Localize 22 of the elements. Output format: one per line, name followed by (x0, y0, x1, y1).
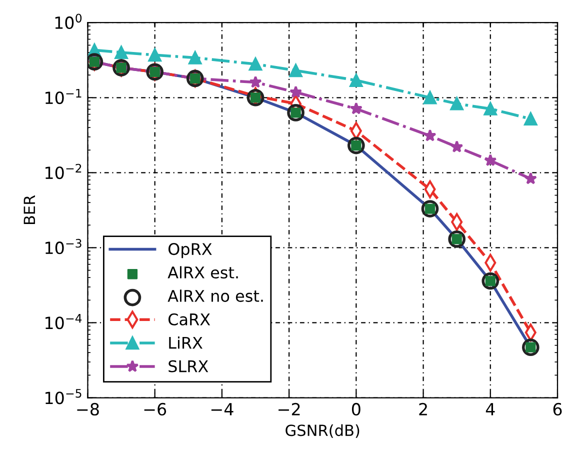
legend-label: OpRX (168, 243, 212, 258)
x-tick-label: −8 (77, 402, 99, 416)
x-tick-label: 4 (486, 403, 495, 416)
x-axis-title: GSNR(dB) (286, 424, 360, 438)
legend-label: AlRX est. (168, 266, 238, 279)
y-axis-title: BER (24, 195, 35, 224)
y-tick-label: 10$^{−2}$ (46, 164, 82, 180)
y-tick-label: 10$^{0}$ (55, 14, 82, 30)
y-tick-label: 10$^{−1}$ (46, 88, 82, 104)
x-tick-label: 6 (553, 402, 562, 416)
x-tick-label: 0 (352, 402, 360, 416)
y-tick-label: 10$^{−3}$ (46, 238, 82, 254)
legend-label: AlRX no est. (168, 290, 263, 302)
y-tick-label: 10$^{−4}$ (46, 314, 82, 330)
x-tick-label: −2 (278, 402, 300, 416)
legend-label: SLRX (168, 360, 208, 372)
legend-label: CaRX (168, 313, 210, 326)
x-tick-label: −6 (144, 402, 166, 416)
y-tick-label: 10$^{−5}$ (46, 389, 82, 404)
x-tick-label: −4 (211, 403, 234, 416)
x-tick-label: 2 (419, 402, 427, 416)
legend-label: LiRX (169, 336, 202, 349)
